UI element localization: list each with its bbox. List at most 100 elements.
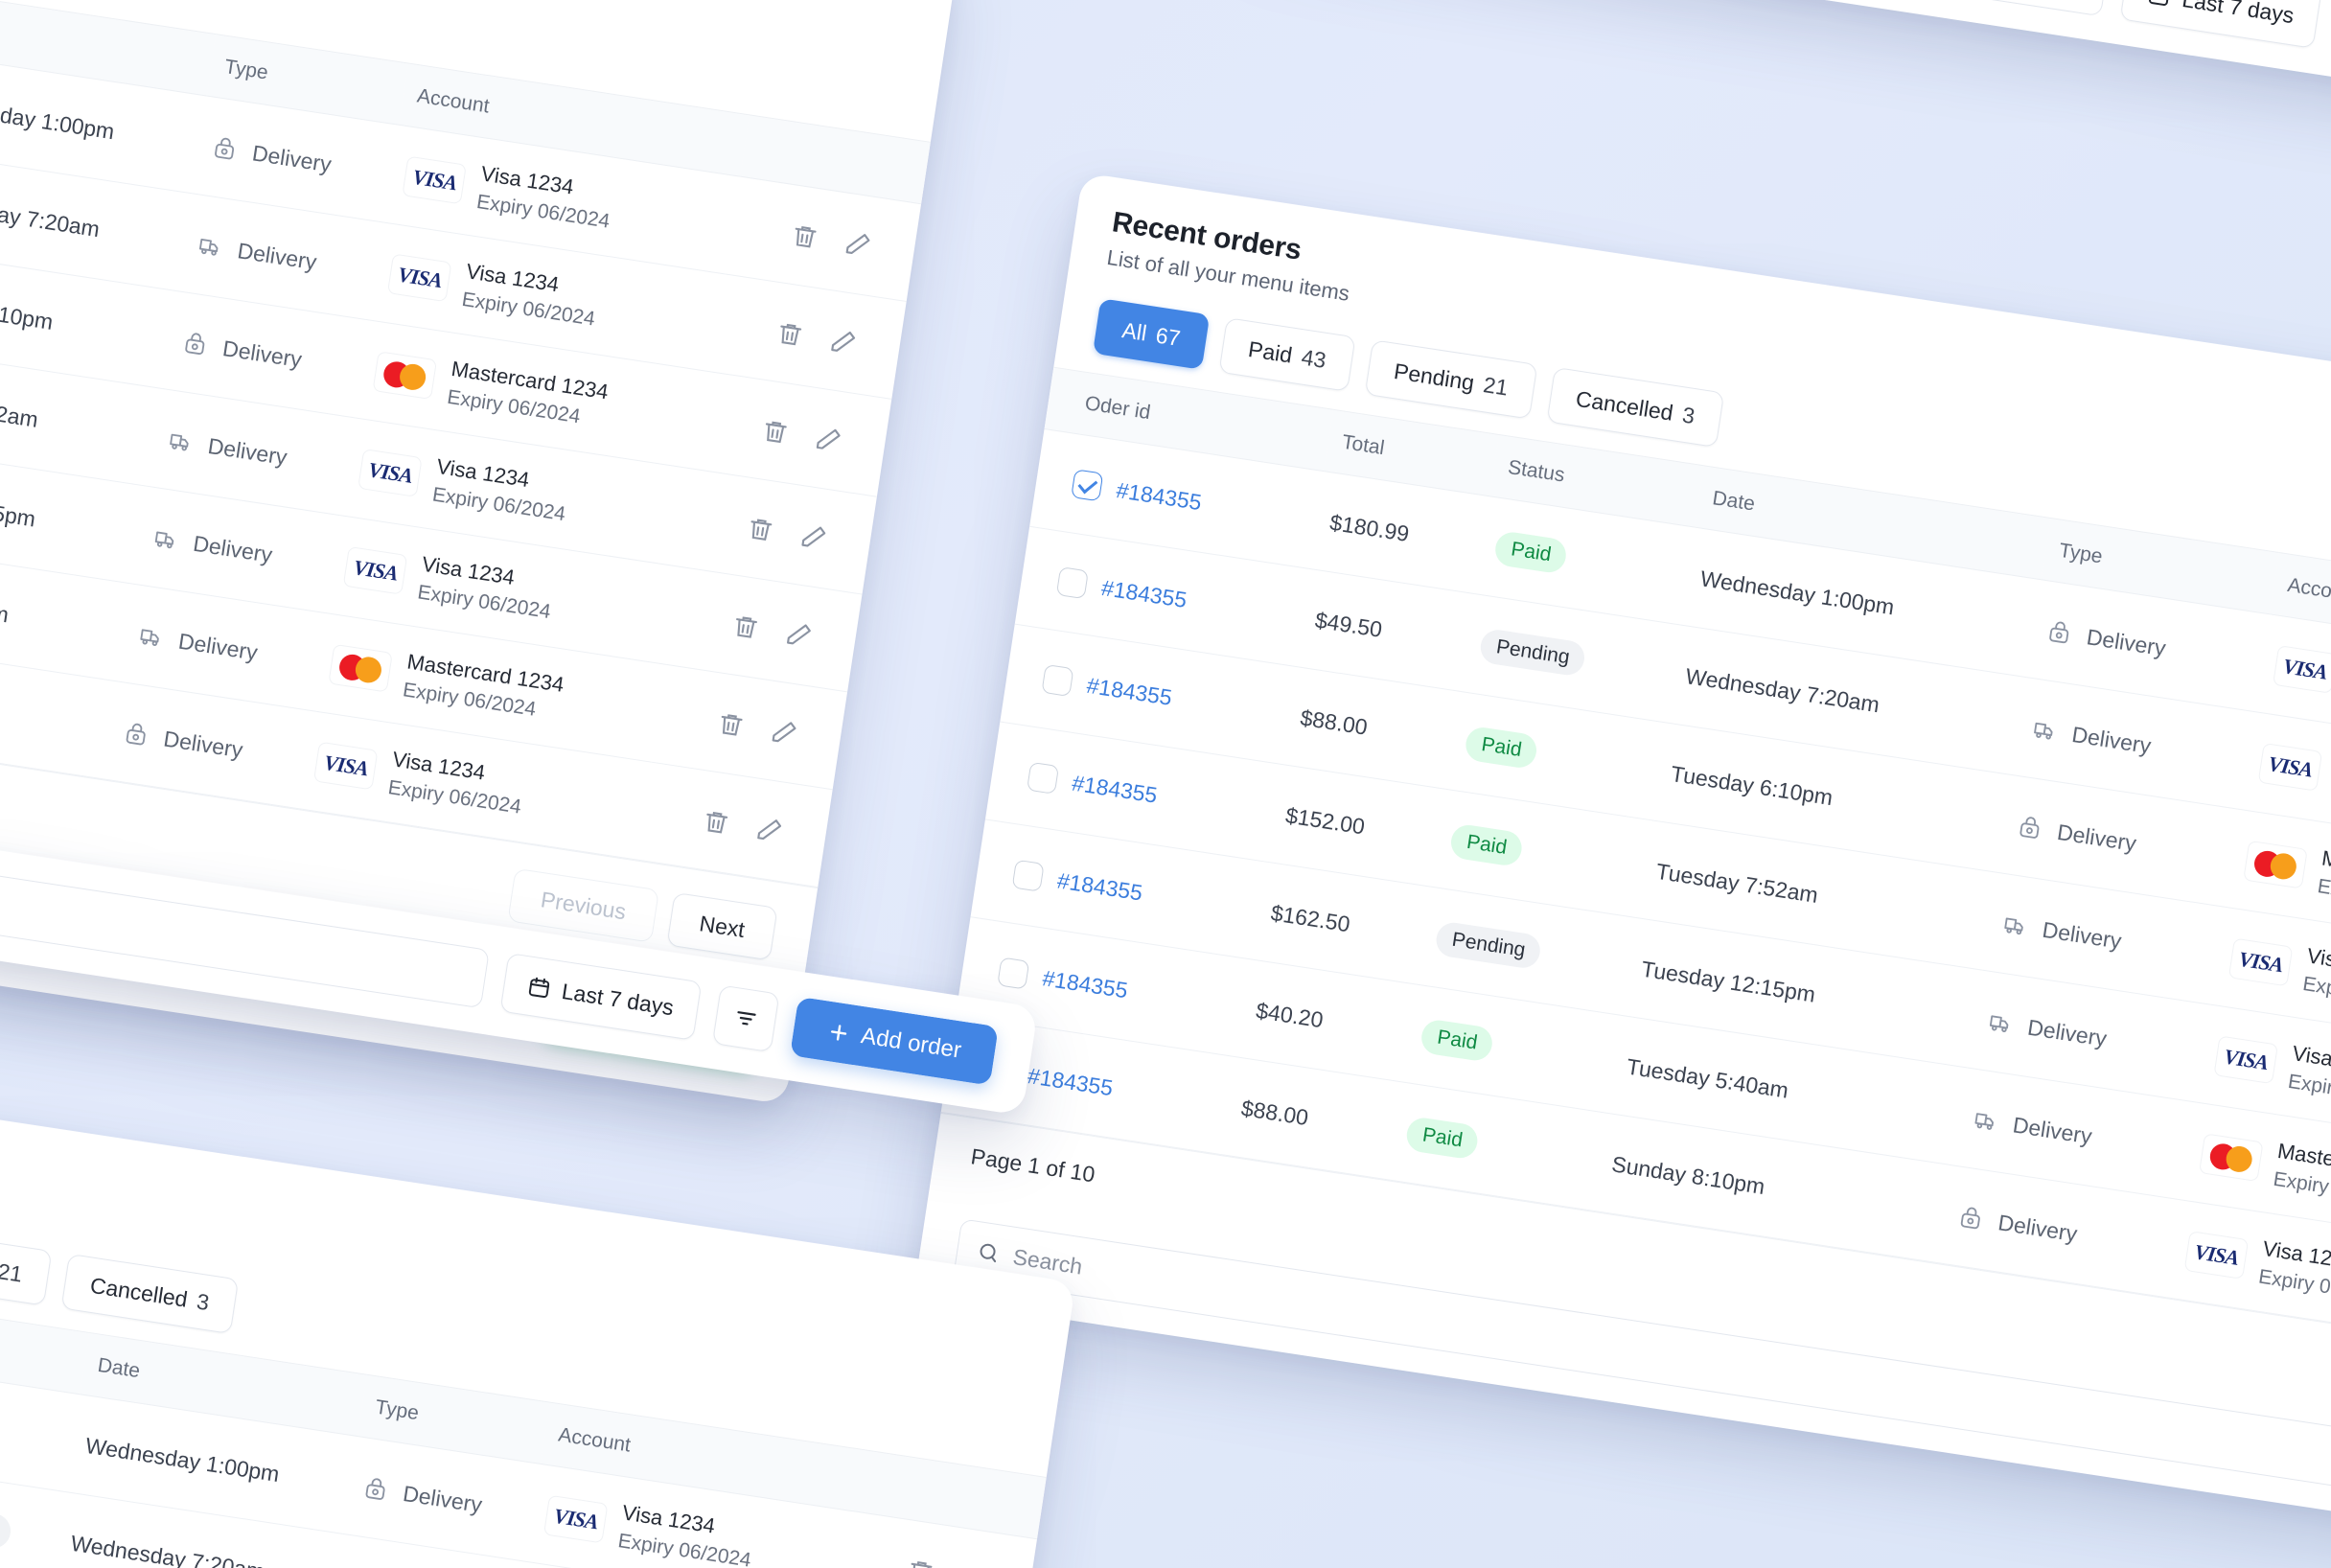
visa-logo-icon: VISA (358, 449, 423, 497)
table-toolbar: Search Last 7 days Add order (0, 796, 1038, 1116)
order-id-link[interactable]: #184355 (1055, 866, 1144, 906)
orders-card-top-left: Recent orders List of all your menu item… (0, 0, 960, 1105)
mastercard-logo-icon (328, 643, 394, 693)
date-range-button[interactable]: Last 7 days (2119, 0, 2322, 49)
plus-icon (830, 1025, 846, 1041)
pencil-icon[interactable] (753, 814, 786, 846)
pencil-icon[interactable] (827, 326, 860, 358)
pencil-icon[interactable] (958, 1563, 990, 1568)
visa-logo-icon: VISA (2227, 937, 2294, 987)
truck-icon (140, 629, 159, 647)
status-badge: Paid (1448, 822, 1525, 868)
order-id-link[interactable]: #184355 (1041, 964, 1130, 1003)
pencil-icon[interactable] (842, 228, 874, 261)
visa-logo-icon: VISA (402, 155, 468, 205)
row-checkbox[interactable] (1026, 761, 1060, 795)
trash-icon[interactable] (759, 415, 792, 448)
order-id-link[interactable]: #184355 (1115, 476, 1204, 515)
trash-icon[interactable] (729, 611, 762, 643)
row-checkbox[interactable] (997, 957, 1030, 990)
filter-chip-cancelled[interactable]: Cancelled 3 (1546, 366, 1725, 448)
order-id-link[interactable]: #184355 (1070, 770, 1160, 808)
account-expiry: Expiry 06/2024 (2316, 874, 2331, 917)
row-checkbox[interactable] (1041, 663, 1074, 698)
account-expiry: Expiry 06/2024 (2272, 1167, 2331, 1210)
orders-toolbar-card-bottom-left: Search Last 7 days Add order (0, 796, 1039, 1117)
visa-logo-icon: VISA (2183, 1231, 2250, 1280)
trash-icon[interactable] (744, 513, 776, 545)
mastercard-logo-icon (2243, 840, 2308, 889)
order-id-link[interactable]: #184355 (1099, 574, 1189, 612)
filter-button[interactable] (711, 984, 780, 1053)
trash-icon[interactable] (700, 805, 732, 838)
pencil-icon[interactable] (812, 423, 844, 455)
pencil-icon[interactable] (782, 618, 815, 651)
filter-chip-all[interactable]: All 67 (1092, 298, 1211, 370)
next-page-button[interactable]: Next (666, 891, 778, 961)
lock-icon (365, 1478, 385, 1500)
pencil-icon[interactable] (797, 520, 830, 553)
trash-icon[interactable] (773, 317, 806, 350)
order-id-link[interactable]: #184355 (1026, 1062, 1116, 1100)
page-info: Page 1 of 10 (969, 1143, 1097, 1188)
visa-logo-icon: VISA (2257, 742, 2323, 792)
filter-chip-cancelled[interactable]: Cancelled 3 (60, 1253, 240, 1334)
add-order-button[interactable]: Add order (789, 996, 999, 1086)
order-type-label: Delivery (401, 1480, 484, 1517)
row-actions (710, 273, 907, 400)
search-input[interactable]: Search (953, 1218, 2331, 1513)
visa-logo-icon: VISA (542, 1494, 609, 1544)
row-checkbox[interactable] (1055, 566, 1089, 600)
truck-icon (199, 239, 219, 256)
row-checkbox[interactable] (1011, 859, 1045, 892)
visa-logo-icon: VISA (387, 253, 452, 303)
filter-chip-pending[interactable]: Pending 21 (0, 1226, 53, 1306)
order-type-label: Delivery (2085, 623, 2168, 660)
search-icon (980, 1243, 997, 1263)
filter-chip-paid[interactable]: Paid 43 (1218, 317, 1356, 392)
pencil-icon[interactable] (768, 716, 800, 749)
lock-icon (2019, 817, 2040, 839)
status-badge: Pending (1478, 627, 1587, 678)
order-id-link[interactable]: #184355 (1085, 672, 1174, 710)
trash-icon[interactable] (789, 219, 821, 252)
status-badge: Paid (1404, 1116, 1481, 1161)
account-expiry: Expiry 06/2024 (416, 581, 553, 623)
orders-card-right: Recent orders List of all your menu item… (912, 173, 2331, 1543)
date-range-label: Last 7 days (2181, 0, 2296, 28)
truck-icon (170, 433, 189, 451)
row-actions (725, 176, 922, 302)
filter-chip-all-count: 67 (1154, 321, 1183, 351)
row-checkbox[interactable] (1071, 469, 1104, 502)
filter-chip-pending-count: 21 (1482, 371, 1511, 401)
trash-icon[interactable] (905, 1555, 937, 1568)
date-range-button[interactable]: Last 7 days (499, 953, 703, 1041)
trash-icon[interactable] (715, 708, 748, 741)
search-input[interactable]: Search (1041, 0, 2111, 17)
order-type-label: Delivery (2041, 916, 2124, 954)
order-type-label: Delivery (250, 139, 334, 177)
status-badge: Pending (1434, 920, 1543, 971)
filter-chip-pending[interactable]: Pending 21 (1364, 339, 1538, 420)
order-type-label: Delivery (220, 334, 304, 372)
filter-chip-cancelled-label: Cancelled (1574, 385, 1675, 426)
order-type-label: Delivery (206, 432, 289, 470)
